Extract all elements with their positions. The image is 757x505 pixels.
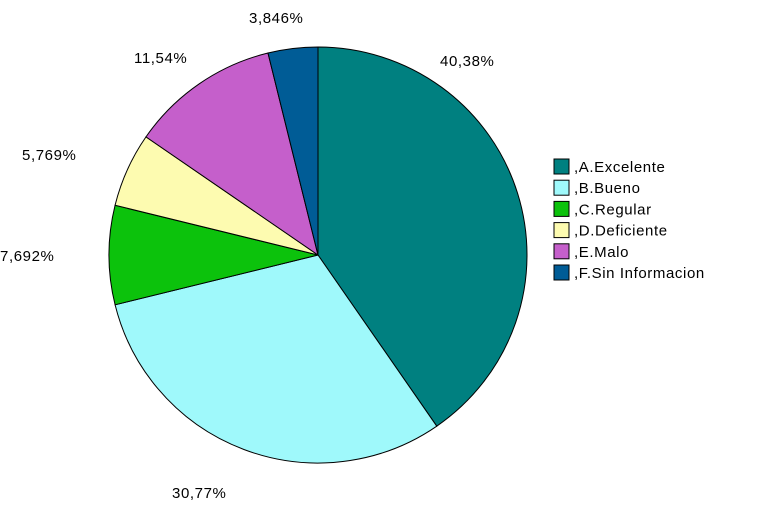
legend-label-c-regular: ,C.Regular <box>574 201 652 218</box>
legend-label-d-deficiente: ,D.Deficiente <box>574 223 668 240</box>
pie-value-label-f-sin-informacion: 3,846% <box>249 10 303 27</box>
pie-value-label-a-excelente: 40,38% <box>440 53 494 70</box>
legend-label-b-bueno: ,B.Bueno <box>574 180 641 197</box>
legend-swatch-e-malo <box>553 243 570 260</box>
pie-slices <box>108 46 528 464</box>
legend-swatch-f-sin-informacion <box>553 264 570 281</box>
legend-swatch-d-deficiente <box>553 222 570 239</box>
pie-value-label-b-bueno: 30,77% <box>172 485 226 502</box>
legend-label-a-excelente: ,A.Excelente <box>574 159 665 176</box>
pie-slice-b-bueno <box>114 254 438 464</box>
pie-slice-e-malo <box>145 52 319 257</box>
pie-value-label-e-malo: 11,54% <box>134 50 187 67</box>
pie-value-label-c-regular: 7,692% <box>0 248 54 265</box>
pie-slice-f-sin-informacion <box>267 46 319 256</box>
legend-swatch-a-excelente <box>553 158 570 175</box>
legend-label-f-sin-informacion: ,F.Sin Informacion <box>574 265 705 282</box>
legend-swatch-b-bueno <box>553 179 570 196</box>
pie-slice-c-regular <box>108 204 319 306</box>
pie-value-labels: 40,38% 30,77% 7,692% 5,769% 11,54% 3,846% <box>0 10 494 502</box>
pie-value-label-d-deficiente: 5,769% <box>22 147 76 164</box>
legend: ,A.Excelente ,B.Bueno ,C.Regular ,D.Deficie… <box>553 158 705 282</box>
legend-swatch-c-regular <box>553 200 570 217</box>
pie-slice-a-excelente <box>317 46 528 427</box>
legend-label-e-malo: ,E.Malo <box>574 244 629 261</box>
